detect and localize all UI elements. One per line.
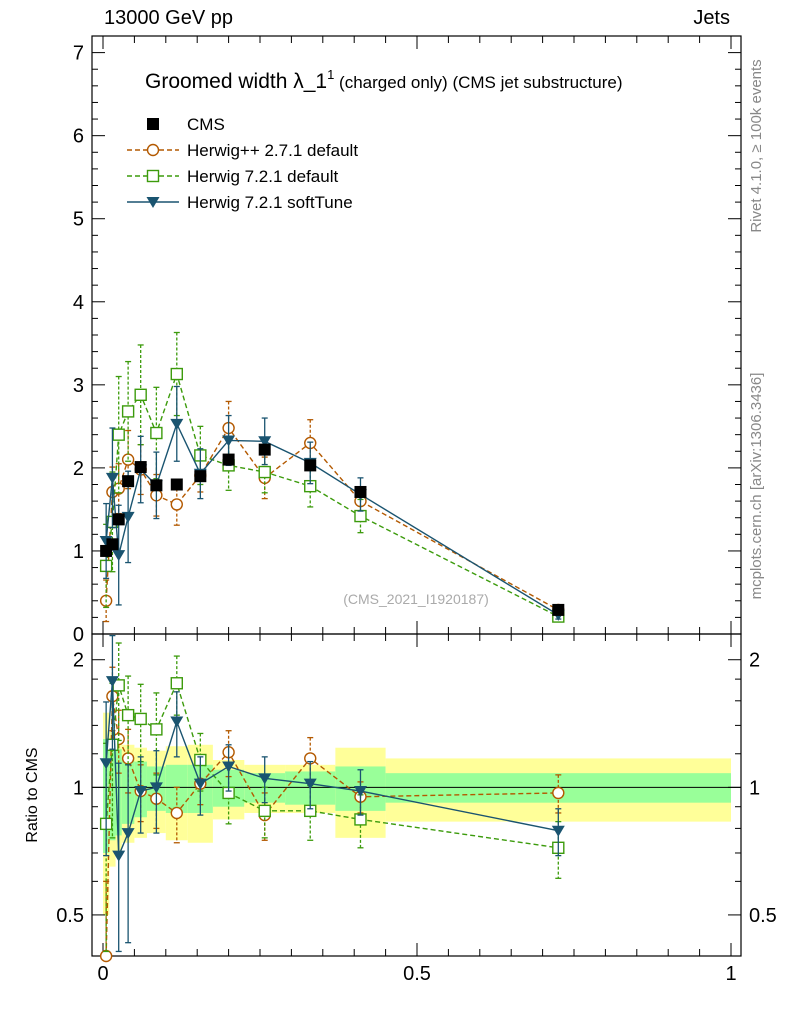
y-tick-label: 5 — [73, 209, 84, 231]
chart-title: Groomed width λ_11 (charged only) (CMS j… — [145, 67, 622, 93]
ratio-data-point — [551, 825, 565, 837]
ratio-y-tick-label: 0.5 — [56, 905, 84, 927]
ratio-data-point — [193, 778, 207, 790]
ratio-data-point — [222, 761, 236, 773]
chart-title-text: Groomed width — [145, 70, 293, 93]
y-tick-label: 0 — [73, 624, 84, 646]
data-point — [170, 367, 183, 381]
x-tick-label: 1 — [725, 963, 736, 985]
data-point — [112, 428, 125, 441]
legend-label: Herwig++ 2.7.1 default — [187, 141, 358, 160]
data-point — [222, 435, 236, 447]
cms-data-point — [194, 470, 207, 483]
ratio-bands — [103, 712, 731, 915]
ratio-y-tick-label-right: 0.5 — [749, 905, 777, 927]
ratio-data-point — [99, 949, 113, 963]
ratio-y-tick-label: 2 — [73, 650, 84, 672]
ratio-data-point — [150, 723, 163, 736]
ratio-data-point — [99, 758, 113, 770]
ratio-data-point — [170, 716, 184, 728]
rivet-version-label: Rivet 4.1.0, ≥ 100k events — [748, 59, 765, 232]
cms-data-point — [552, 603, 565, 616]
cms-data-point — [304, 459, 317, 472]
x-tick-label: 0 — [97, 963, 108, 985]
cms-data-point — [122, 475, 135, 488]
legend-label: Herwig 7.2.1 default — [187, 167, 338, 186]
ratio-y-tick-label-right: 2 — [749, 650, 760, 672]
data-point — [134, 388, 147, 401]
legend-marker — [146, 143, 160, 157]
legend — [127, 118, 179, 208]
cms-data-point — [106, 538, 119, 551]
data-point — [258, 465, 271, 479]
ratio-data-point — [258, 773, 272, 785]
ratio-data-point — [134, 786, 148, 798]
x-tick-label: 0.5 — [403, 963, 431, 985]
data-point — [170, 418, 184, 430]
ratio-y-tick-label-right: 1 — [749, 777, 760, 799]
cms-data-point — [354, 485, 367, 498]
y-tick-label: 2 — [73, 458, 84, 480]
ratio-data-point — [121, 828, 135, 840]
ratio-series-herwig-7-2-1-default — [99, 642, 565, 953]
cms-data-point — [258, 443, 271, 456]
ratio-data-point — [170, 677, 183, 690]
ratio-data-point — [134, 712, 147, 726]
legend-label: CMS — [187, 115, 225, 134]
ratio-y-axis-label: Ratio to CMS — [24, 747, 41, 842]
data-point — [354, 509, 367, 523]
legend-marker — [146, 169, 160, 183]
ratio-data-point — [112, 850, 126, 862]
data-point — [170, 498, 183, 511]
data-point — [112, 550, 126, 562]
series-herwig-7-2-1-softtune — [99, 385, 565, 621]
ratio-data-point — [303, 778, 317, 790]
data-point — [121, 511, 135, 523]
y-tick-label: 6 — [73, 126, 84, 148]
series-line — [105, 426, 559, 611]
data-point — [105, 472, 119, 484]
legend-marker — [146, 197, 160, 208]
cms-data-point — [134, 461, 147, 474]
chart-title-suffix: (charged only) (CMS jet substructure) — [334, 73, 622, 92]
y-tick-label: 7 — [73, 43, 84, 65]
series-herwig-2-7-1-default — [99, 400, 565, 623]
cms-data-point — [150, 479, 163, 492]
header-left-label: 13000 GeV pp — [104, 7, 233, 29]
ratio-data-point — [105, 676, 119, 688]
cms-data-point — [170, 478, 183, 491]
analysis-watermark: (CMS_2021_I1920187) — [343, 591, 489, 607]
ratio-series-herwig-7-2-1-softtune — [99, 634, 565, 953]
ratio-data-point — [149, 782, 163, 794]
y-tick-label: 3 — [73, 375, 84, 397]
data-point — [121, 453, 135, 466]
cms-data-point — [222, 453, 235, 466]
chart-title-symbol: λ_1 — [293, 70, 327, 93]
ratio-y-tick-label: 1 — [73, 777, 84, 799]
y-tick-label: 4 — [73, 292, 84, 314]
series-cms — [100, 443, 565, 616]
series-line — [105, 371, 559, 618]
header-right-label: Jets — [693, 7, 730, 29]
ratio-data-point — [353, 786, 367, 798]
y-tick-label: 1 — [73, 541, 84, 563]
mcplots-label: mcplots.cern.ch [arXiv:1306.3436] — [748, 373, 765, 600]
data-point — [150, 426, 163, 440]
ratio-data-point — [170, 806, 183, 820]
series-line — [105, 421, 559, 616]
ratio-data-point — [258, 804, 271, 818]
legend-marker-cms — [147, 118, 159, 130]
data-point — [258, 436, 272, 448]
chart-title-superscript: 1 — [327, 67, 334, 82]
data-point — [121, 405, 135, 418]
ratio-data-point — [552, 786, 565, 800]
legend-label: Herwig 7.2.1 softTune — [187, 193, 353, 212]
ratio-data-point — [121, 708, 135, 722]
cms-data-point — [112, 513, 125, 526]
